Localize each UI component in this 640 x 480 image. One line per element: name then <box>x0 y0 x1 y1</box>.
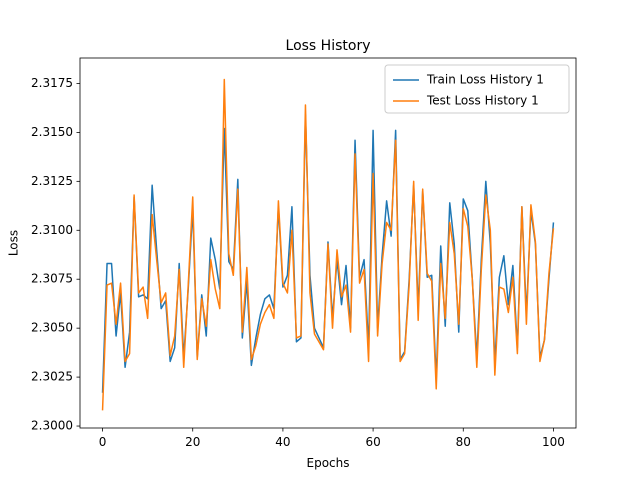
plot-lines <box>101 78 555 411</box>
y-tick-label: 2.3100 <box>31 223 73 237</box>
x-tick-label: 80 <box>456 435 471 449</box>
x-tick-label: 100 <box>542 435 565 449</box>
legend-box <box>384 64 570 114</box>
y-axis: 2.3000 2.3025 2.3050 2.3075 2.3100 2.3125 2.31… <box>31 76 80 433</box>
x-tick-label: 20 <box>185 435 200 449</box>
series-line-2 <box>101 78 555 411</box>
y-tick-label: 2.3125 <box>31 174 73 188</box>
y-tick-label: 2.3150 <box>31 125 73 139</box>
x-axis-label: Epochs <box>307 456 350 470</box>
x-tick-label: 0 <box>99 435 107 449</box>
x-tick-label: 60 <box>365 435 380 449</box>
legend: Train Loss History 1 Test Loss History 1 <box>384 64 570 114</box>
x-axis: 0 20 40 60 80 100 <box>99 428 565 449</box>
y-tick-label: 2.3000 <box>31 419 73 433</box>
y-tick-label: 2.3025 <box>31 370 73 384</box>
y-tick-label: 2.3075 <box>31 272 73 286</box>
y-tick-label: 2.3175 <box>31 76 73 90</box>
y-tick-label: 2.3050 <box>31 321 73 335</box>
x-tick-label: 40 <box>275 435 290 449</box>
legend-label: Test Loss History 1 <box>426 94 539 108</box>
axes-frame <box>79 57 577 429</box>
y-axis-label: Loss <box>7 230 21 256</box>
legend-label: Train Loss History 1 <box>426 73 544 87</box>
chart-title: Loss History <box>286 38 371 54</box>
